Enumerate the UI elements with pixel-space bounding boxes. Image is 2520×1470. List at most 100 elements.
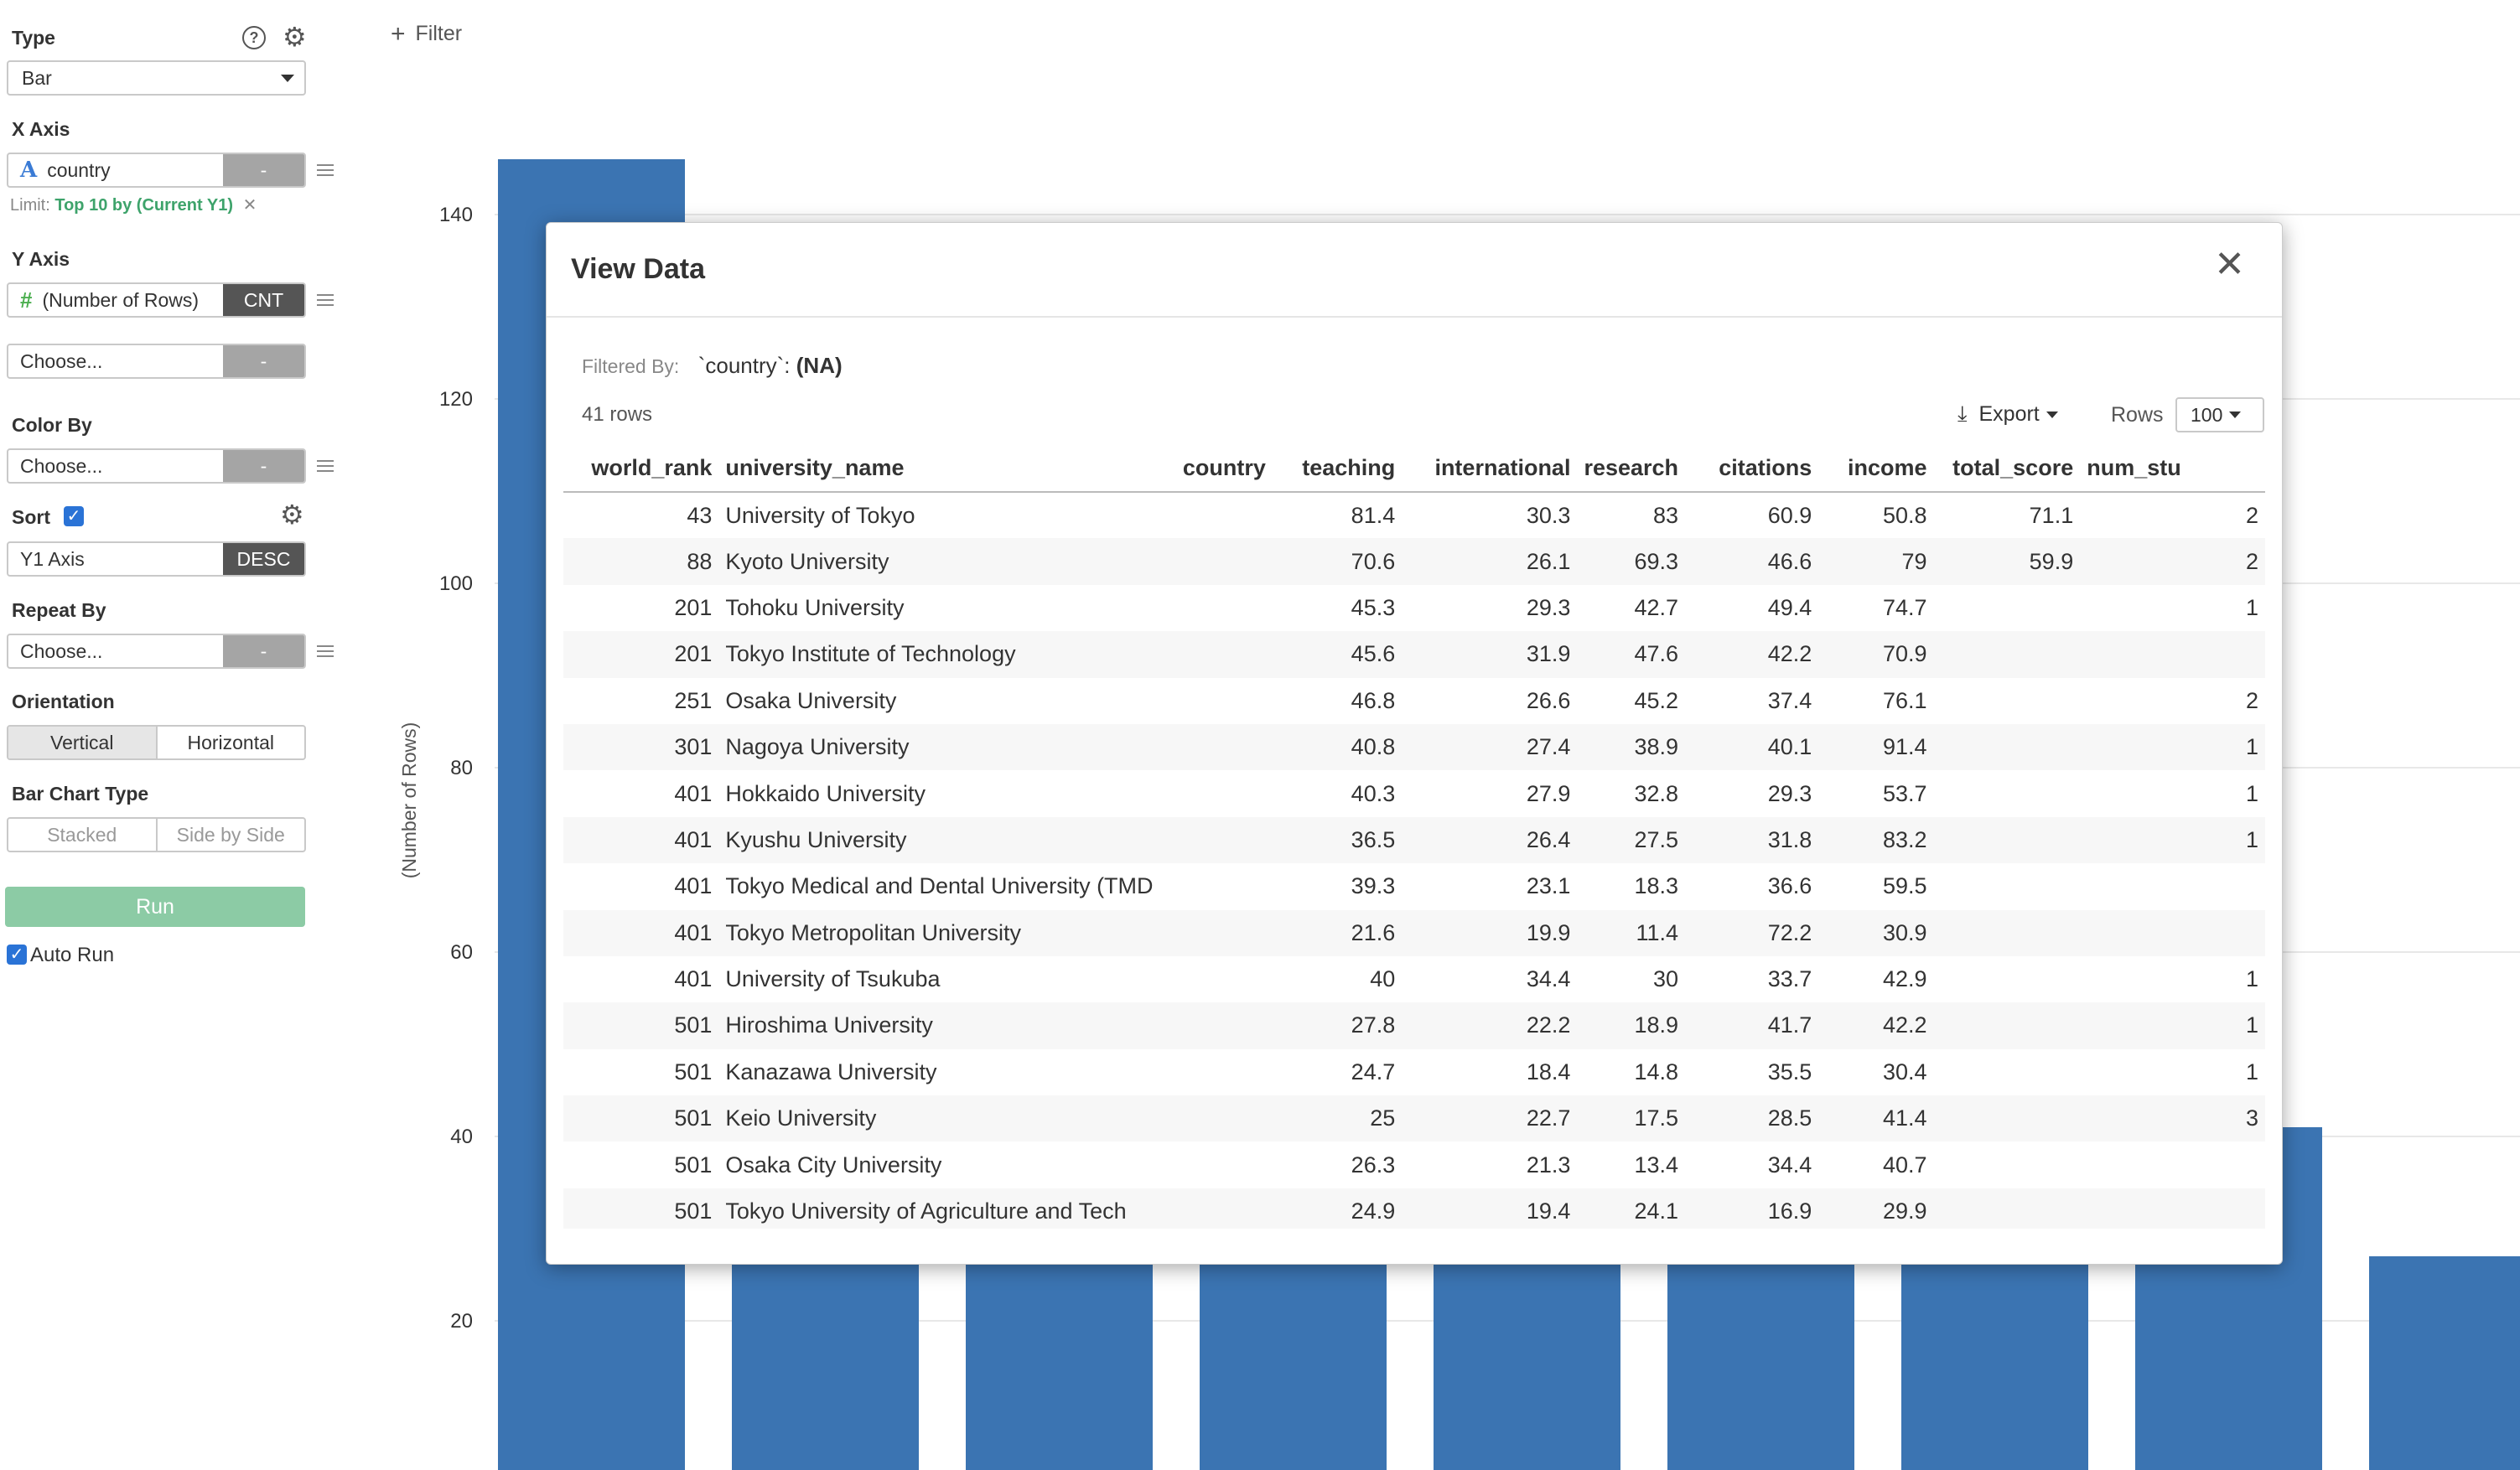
table-cell: 69.3 [1577, 538, 1686, 585]
table-cell: University of Tokyo [725, 502, 915, 528]
column-header-total-score[interactable]: total_score [1933, 445, 2081, 493]
table-cell: 36.5 [1272, 816, 1403, 864]
x-axis-menu-icon[interactable] [317, 164, 334, 176]
y-axis-control[interactable]: # (Number of Rows) CNT [7, 282, 306, 318]
table-cell: 42.2 [1818, 1002, 1934, 1049]
table-cell [1176, 492, 1273, 538]
table-cell: 71.1 [2029, 502, 2074, 528]
run-button[interactable]: Run [5, 887, 305, 927]
sort-checkbox[interactable]: ✓ [64, 506, 84, 526]
y-axis-menu-icon[interactable] [317, 294, 334, 306]
table-cell: 26.1 [1402, 538, 1578, 585]
sort-gear-icon[interactable]: ⚙ [280, 499, 304, 530]
bar-type-stacked-option[interactable]: Stacked [47, 823, 117, 846]
table-cell: Hokkaido University [725, 780, 926, 806]
y-tick-label: 20 [450, 1310, 473, 1333]
column-header-world-rank[interactable]: world_rank [563, 445, 719, 493]
table-cell: 81.4 [1351, 502, 1396, 528]
color-by-menu-icon[interactable] [317, 460, 334, 472]
rows-per-page-select[interactable]: 100 [2175, 397, 2264, 432]
table-cell: 46.8 [1351, 687, 1396, 713]
table-cell: 22.2 [1402, 1002, 1578, 1049]
rows-per-page-value: 100 [2191, 403, 2223, 426]
close-icon[interactable]: ✕ [2214, 244, 2245, 285]
table-cell: 18.9 [1577, 1002, 1686, 1049]
column-header-num-stu[interactable]: num_stu [2080, 445, 2265, 493]
y-tick-label: 80 [450, 757, 473, 779]
orientation-toggle: Vertical Horizontal [7, 725, 306, 760]
limit-clear-icon[interactable]: ✕ [242, 196, 257, 215]
color-by-control[interactable]: Choose... - [7, 448, 306, 484]
table-cell: 501 [563, 1002, 719, 1049]
x-axis-agg-button[interactable]: - [223, 154, 304, 186]
table-header-row: world_rank university_name country teaching… [563, 445, 2265, 493]
table-cell: 21.3 [1526, 1152, 1571, 1178]
y-tick-label: 40 [450, 1126, 473, 1148]
table-cell: 23.1 [1526, 873, 1571, 899]
table-cell: 3 [2080, 1095, 2265, 1142]
table-cell: 18.4 [1526, 1059, 1571, 1084]
y-axis-second-agg-button[interactable]: - [223, 345, 304, 377]
column-header-teaching[interactable]: teaching [1272, 445, 1403, 493]
column-header-country[interactable]: country [1175, 445, 1273, 493]
table-cell: 1 [2245, 1059, 2258, 1084]
limit-value-link[interactable]: Top 10 by (Current Y1) [54, 196, 233, 215]
table-cell: 18.3 [1634, 873, 1679, 899]
bar-chart-type-section-title: Bar Chart Type [12, 783, 149, 805]
table-cell: 37.4 [1767, 687, 1812, 713]
column-header-citations[interactable]: citations [1685, 445, 1819, 493]
table-cell [1934, 1141, 2081, 1188]
table-cell: 29.3 [1526, 594, 1571, 620]
sort-section-title: Sort [12, 506, 50, 528]
data-table-scroll[interactable]: world_rank university_name country teaching… [563, 445, 2265, 1229]
table-row: 501 Tokyo University of Agriculture and T… [563, 1188, 2265, 1229]
table-cell: Tohoku University [725, 594, 905, 620]
bar[interactable] [2369, 1256, 2520, 1470]
repeat-by-control[interactable]: Choose... - [7, 634, 306, 669]
table-cell: 201 [563, 631, 719, 678]
column-header-international[interactable]: international [1402, 445, 1578, 493]
table-cell: 26.4 [1402, 816, 1578, 864]
table-cell: 1 [2080, 1002, 2265, 1049]
chart-type-value: Bar [22, 66, 52, 89]
column-header-research[interactable]: research [1577, 445, 1686, 493]
sort-control[interactable]: Y1 Axis DESC [7, 541, 306, 577]
repeat-by-agg-button[interactable]: - [223, 635, 304, 667]
auto-run-checkbox[interactable]: ✓ [7, 945, 27, 965]
table-cell [1934, 863, 2081, 909]
table-cell: 401 [563, 909, 719, 956]
gear-icon[interactable]: ⚙ [283, 22, 307, 52]
column-header-income[interactable]: income [1818, 445, 1934, 493]
bar-type-side-by-side-option[interactable]: Side by Side [155, 819, 305, 851]
table-cell: 59.9 [1933, 538, 2081, 585]
column-header-university-name[interactable]: university_name [718, 445, 1176, 493]
table-cell: 29.3 [1767, 780, 1812, 806]
orientation-vertical-option[interactable]: Vertical [8, 727, 156, 758]
table-cell: 83.2 [1818, 816, 1934, 864]
table-cell: 19.9 [1402, 909, 1578, 956]
table-cell: 70.9 [1818, 631, 1934, 678]
table-cell: 42.7 [1634, 594, 1679, 620]
table-cell: 35.5 [1767, 1059, 1812, 1084]
table-cell [1933, 1188, 2081, 1229]
color-by-agg-button[interactable]: - [223, 450, 304, 482]
chart-type-select[interactable]: Bar [7, 60, 306, 96]
sort-order-button[interactable]: DESC [223, 543, 304, 575]
table-cell: 40.7 [1883, 1152, 1927, 1178]
table-cell [1175, 1188, 1273, 1229]
y-axis-agg-button[interactable]: CNT [223, 284, 304, 316]
table-cell: 47.6 [1577, 631, 1686, 678]
table-cell: Kyushu University [718, 816, 1176, 864]
number-type-icon: # [20, 287, 33, 313]
add-filter-button[interactable]: + Filter [391, 20, 462, 49]
y-axis-second-control[interactable]: Choose... - [7, 344, 306, 379]
help-icon[interactable]: ? [242, 26, 266, 49]
repeat-by-section-title: Repeat By [12, 599, 106, 621]
repeat-by-menu-icon[interactable] [317, 645, 334, 657]
orientation-horizontal-option[interactable]: Horizontal [155, 727, 305, 758]
repeat-by-field: Choose... [20, 639, 103, 662]
table-cell: 11.4 [1577, 909, 1686, 956]
export-button[interactable]: ⤓ Export [1957, 401, 2058, 427]
table-cell: 42.9 [1883, 966, 1927, 992]
